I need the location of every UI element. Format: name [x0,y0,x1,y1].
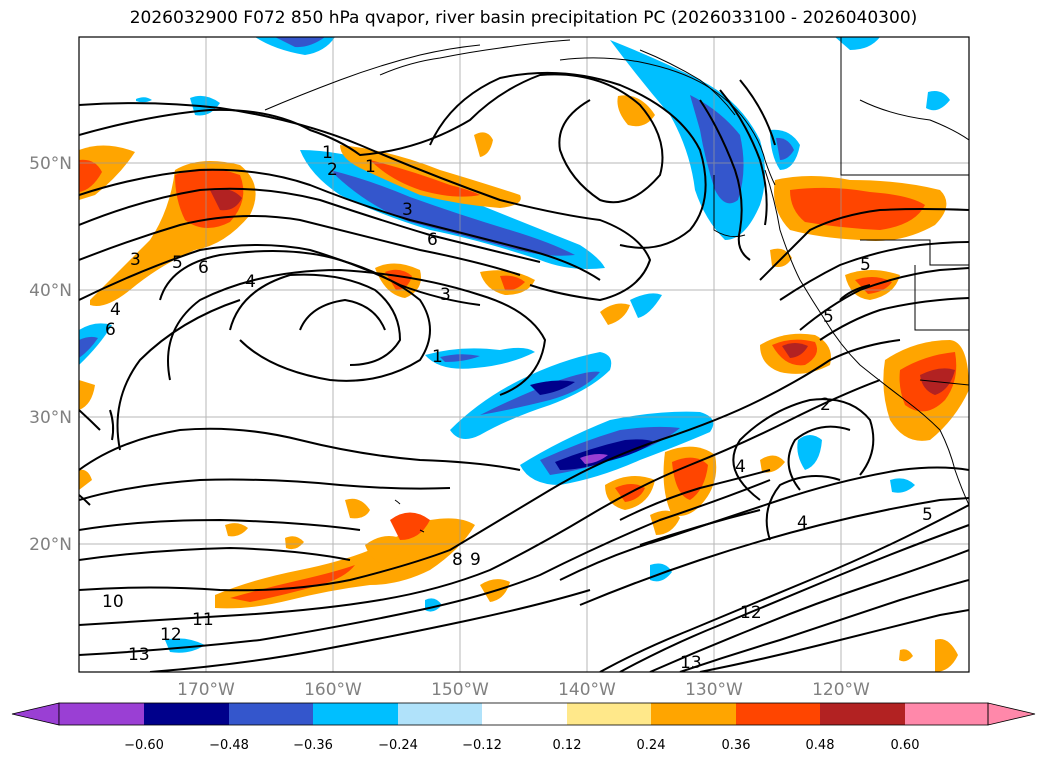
colorbar-tick-label: −0.48 [209,738,249,753]
colorbar-bin [229,703,313,725]
colorbar-tick-label: −0.12 [462,738,502,753]
contour-label-1: 1 [432,347,443,367]
colorbar-bin [567,703,651,725]
figure-title: 2026032900 F072 850 hPa qvapor, river ba… [129,8,918,28]
colorbar-bin [144,703,229,725]
colorbar-tick-label: 0.48 [806,738,835,753]
colorbar-tick-label: 0.12 [553,738,582,753]
colorbar-bin [905,703,988,725]
colorbar-tick-label: 0.24 [637,738,666,753]
contour-label-4: 4 [797,513,808,533]
colorbar: −0.60 −0.48 −0.36 −0.24 −0.12 0.12 0.24 … [11,702,1036,753]
contour-labels: 1 1 1 2 2 3 3 3 4 4 4 4 5 5 5 5 6 6 6 8 … [102,143,933,673]
contour-label-5: 5 [922,505,933,525]
contour-label-1: 1 [365,157,376,177]
colorbar-extend-high [987,702,1036,726]
contour-label-13: 13 [680,653,702,673]
longitude-labels: 170°W 160°W 150°W 140°W 130°W 120°W [177,680,870,700]
coastlines [264,37,969,533]
colorbar-bin [482,703,567,725]
contour-label-1: 1 [322,143,333,163]
lon-label-140w: 140°W [558,680,616,700]
qvapor-contours [79,71,969,672]
contour-label-9: 9 [470,550,481,570]
colorbar-tick-label: 0.36 [722,738,751,753]
contour-label-8: 8 [452,550,463,570]
contour-label-5: 5 [860,255,871,275]
contour-label-3: 3 [402,200,413,220]
contour-label-13: 13 [128,645,150,665]
colorbar-bin [59,703,144,725]
contour-label-12: 12 [160,625,182,645]
colorbar-tick-label: −0.24 [378,738,418,753]
contour-label-2: 2 [820,395,831,415]
lon-label-170w: 170°W [177,680,235,700]
contour-label-4: 4 [735,457,746,477]
lon-label-120w: 120°W [812,680,870,700]
colorbar-bin [736,703,820,725]
colorbar-tick-label: −0.36 [293,738,333,753]
contour-label-6: 6 [105,320,116,340]
colorbar-bin [651,703,736,725]
latitude-labels: 50°N 40°N 30°N 20°N [29,154,72,555]
contour-label-4: 4 [110,300,121,320]
contour-label-2: 2 [327,160,338,180]
contour-label-6: 6 [427,230,438,250]
contour-label-5: 5 [172,253,183,273]
contour-label-6: 6 [198,258,209,278]
lon-label-160w: 160°W [304,680,362,700]
colorbar-bin [820,703,905,725]
precip-pc-shading [79,37,969,672]
contour-label-10: 10 [102,592,124,612]
contour-label-11: 11 [192,610,214,630]
contour-label-3: 3 [440,285,451,305]
lon-label-130w: 130°W [685,680,743,700]
colorbar-extend-low [11,702,60,726]
contour-label-3: 3 [130,250,141,270]
map-frame [78,36,970,673]
lat-label-20n: 20°N [29,535,72,555]
contour-label-5: 5 [823,307,834,327]
colorbar-frame [58,702,989,726]
colorbar-bin [398,703,482,725]
contour-label-12: 12 [740,603,762,623]
graticule [79,37,969,672]
lon-label-150w: 150°W [431,680,489,700]
lat-label-40n: 40°N [29,281,72,301]
lat-label-30n: 30°N [29,408,72,428]
contour-label-4: 4 [245,272,256,292]
colorbar-tick-label: 0.60 [891,738,920,753]
colorbar-bin [313,703,398,725]
lat-label-50n: 50°N [29,154,72,174]
colorbar-tick-label: −0.60 [124,738,164,753]
